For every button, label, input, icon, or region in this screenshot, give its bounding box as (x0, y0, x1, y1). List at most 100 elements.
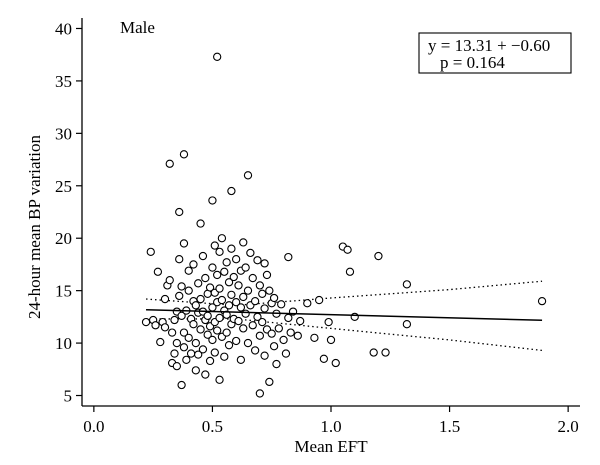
data-point (153, 267, 163, 276)
data-point (243, 338, 253, 348)
data-point (296, 316, 305, 326)
data-point (241, 309, 250, 318)
data-point (248, 273, 257, 283)
y-ticks: 5 10 15 20 25 30 35 40 (55, 19, 82, 406)
data-point (239, 238, 248, 247)
equation-box: y = 13.31 + −0.60 p = 0.164 (418, 32, 572, 74)
data-point (194, 279, 203, 288)
data-point (182, 355, 191, 365)
data-point (231, 255, 241, 264)
y-tick-label: 20 (55, 229, 72, 248)
data-point (402, 280, 412, 289)
y-axis-title: 24-hour mean BP variation (25, 135, 44, 319)
data-point (319, 354, 329, 363)
data-point (274, 324, 283, 333)
data-point (177, 311, 186, 320)
data-point (284, 313, 293, 323)
confidence-band (145, 280, 543, 352)
y-tick-label: 10 (55, 334, 72, 353)
data-point (179, 328, 189, 337)
data-point (167, 328, 177, 337)
data-point (189, 260, 198, 269)
data-point (369, 348, 378, 357)
data-point (220, 267, 229, 276)
data-point (314, 295, 324, 305)
data-point (160, 294, 170, 304)
data-point (213, 270, 222, 280)
x-tick-label: 1.5 (439, 417, 460, 436)
data-point (250, 346, 260, 355)
data-point (203, 311, 212, 320)
ci-lower-line (146, 318, 543, 352)
data-point (243, 286, 253, 295)
data-point (186, 349, 196, 358)
data-point (165, 159, 174, 168)
data-point (234, 316, 243, 326)
data-point (265, 377, 274, 387)
x-axis-title: Mean EFT (294, 437, 368, 456)
data-point (284, 252, 293, 262)
x-ticks: 0.0 0.5 1.0 1.5 2.0 (83, 406, 579, 436)
data-point (239, 292, 248, 302)
data-point (172, 338, 182, 348)
data-point (293, 331, 302, 340)
data-point (172, 362, 182, 371)
x-tick-label: 0.0 (83, 417, 104, 436)
data-point (236, 355, 246, 365)
data-point (177, 282, 186, 291)
data-point (227, 290, 236, 299)
data-point (198, 345, 208, 354)
data-point (331, 358, 340, 368)
data-point (170, 315, 179, 325)
data-point (286, 328, 295, 337)
data-point (243, 171, 253, 180)
p-value-line: p = 0.164 (440, 53, 505, 72)
data-point (203, 330, 212, 339)
data-point (179, 150, 189, 159)
data-point (277, 300, 286, 309)
data-point (198, 251, 208, 261)
data-point (141, 317, 151, 327)
data-point (215, 247, 224, 256)
data-point (184, 333, 193, 342)
x-tick-label: 1.0 (320, 417, 341, 436)
data-point (215, 284, 224, 293)
data-point (537, 296, 547, 306)
data-point (326, 335, 336, 345)
data-point (177, 380, 186, 390)
data-point (255, 389, 265, 398)
data-point (279, 335, 288, 345)
data-point (248, 321, 257, 330)
data-point (215, 313, 224, 323)
data-point (241, 263, 250, 272)
data-point (213, 326, 222, 335)
data-point (213, 52, 222, 61)
data-point (381, 348, 390, 357)
data-point (210, 348, 219, 357)
data-point (196, 294, 205, 304)
data-point (175, 255, 184, 264)
data-point (201, 370, 210, 379)
data-point (210, 241, 219, 250)
data-point (262, 270, 272, 280)
y-tick-label: 35 (55, 72, 72, 91)
data-point (250, 296, 260, 306)
data-point (170, 349, 179, 358)
data-point (222, 258, 231, 267)
data-point (260, 259, 269, 268)
data-point (222, 328, 231, 337)
data-point (310, 333, 319, 342)
data-point (227, 186, 236, 196)
data-point (239, 324, 248, 333)
data-point (184, 286, 193, 295)
regression-line (146, 309, 543, 322)
panel-label: Male (120, 18, 155, 37)
data-point (224, 301, 234, 310)
data-point (258, 289, 267, 298)
data-point (253, 256, 262, 265)
data-point (215, 375, 224, 384)
data-point (260, 304, 269, 313)
data-point (208, 335, 217, 345)
data-point (175, 207, 184, 217)
